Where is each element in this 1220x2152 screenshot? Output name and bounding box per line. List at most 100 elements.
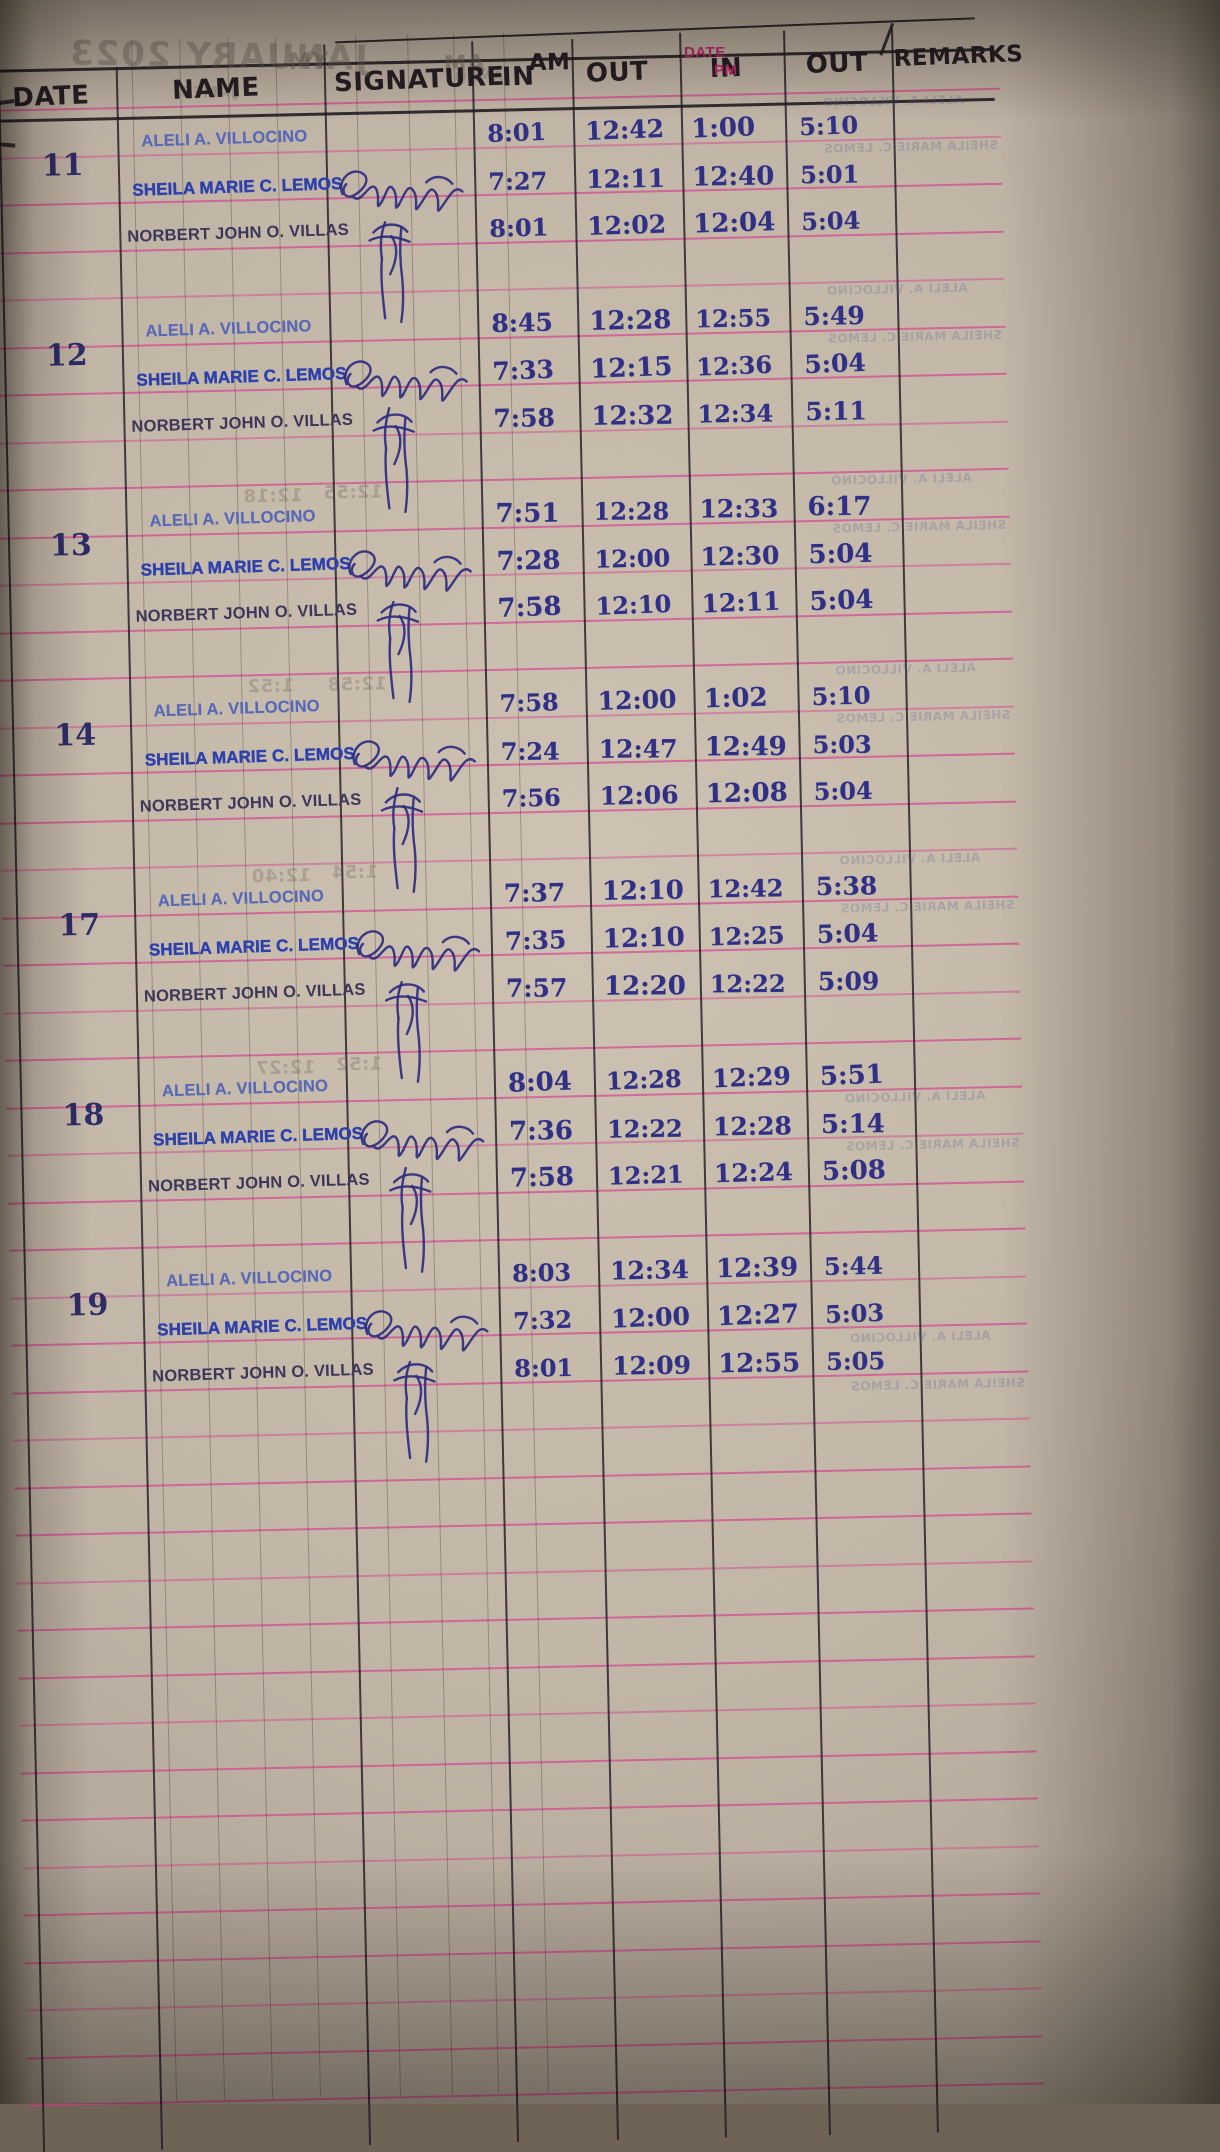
time-cell-am-in: 8:01 bbox=[487, 117, 547, 148]
showthrough-text: SHEILA MARIE C. LEMOS bbox=[850, 1376, 1025, 1394]
time-cell-pm-out: 5:51 bbox=[819, 1060, 884, 1092]
time-cell-am-in: 7:51 bbox=[495, 499, 559, 529]
time-cell-pm-in: 1:00 bbox=[691, 112, 756, 144]
time-cell-pm-in: 12:25 bbox=[708, 920, 784, 951]
showthrough-text: 1:52 bbox=[247, 675, 294, 697]
signature-villas bbox=[359, 592, 512, 725]
time-cell-am-in: 7:28 bbox=[496, 545, 561, 576]
time-cell-pm-in: 12:29 bbox=[711, 1061, 791, 1093]
ruled-line bbox=[19, 1655, 1035, 1679]
showthrough-text: ALELI A. VILLOCINO bbox=[822, 93, 963, 110]
time-cell-pm-in: 1:02 bbox=[703, 683, 768, 715]
time-cell-pm-out: 5:03 bbox=[824, 1297, 884, 1328]
time-cell-pm-out: 5:14 bbox=[821, 1109, 885, 1140]
ruled-line bbox=[27, 2035, 1043, 2059]
employee-name-cell: ALELI A. VILLOCINO bbox=[158, 887, 325, 911]
showthrough-text: 12:55 bbox=[323, 481, 383, 503]
signature-villas bbox=[372, 1162, 525, 1295]
time-cell-am-out: 12:34 bbox=[610, 1255, 689, 1286]
ruled-line bbox=[14, 1417, 1030, 1441]
time-cell-am-out: 12:42 bbox=[585, 114, 665, 146]
time-cell-pm-out: 5:44 bbox=[824, 1251, 884, 1281]
time-cell-am-in: 7:58 bbox=[493, 403, 555, 433]
employee-name-cell: ALELI A. VILLOCINO bbox=[145, 317, 312, 341]
showthrough-text: SHEILA MARIE C. LEMOS bbox=[840, 898, 1015, 916]
ruled-line bbox=[18, 1607, 1034, 1631]
employee-name-cell: ALELI A. VILLOCINO bbox=[153, 697, 320, 721]
time-cell-pm-out: 5:49 bbox=[803, 301, 865, 331]
employee-name-cell: NORBERT JOHN O. VILLAS bbox=[148, 1171, 370, 1197]
time-cell-pm-out: 5:05 bbox=[826, 1346, 885, 1376]
signature-villas bbox=[351, 212, 504, 345]
time-cell-pm-in: 12:34 bbox=[697, 398, 773, 428]
time-cell-pm-out: 5:04 bbox=[813, 776, 873, 806]
showthrough-text: SHEILA MARIE C. LEMOS bbox=[836, 708, 1011, 726]
time-cell-pm-out: 5:11 bbox=[805, 396, 867, 426]
time-cell-pm-in: 12:24 bbox=[714, 1157, 794, 1188]
ruled-line bbox=[16, 1512, 1032, 1536]
time-cell-am-in: 7:33 bbox=[492, 354, 554, 385]
time-cell-pm-in: 12:22 bbox=[710, 969, 786, 998]
time-cell-am-in: 7:58 bbox=[510, 1162, 575, 1194]
time-cell-am-out: 12:21 bbox=[608, 1159, 684, 1190]
time-cell-pm-out: 5:04 bbox=[816, 918, 878, 949]
annotation-pm: PM bbox=[714, 62, 738, 79]
employee-name-cell: NORBERT JOHN O. VILLAS bbox=[144, 981, 366, 1007]
am-pm-band-border bbox=[335, 17, 975, 43]
time-cell-pm-out: 5:04 bbox=[801, 205, 861, 236]
time-cell-am-out: 12:20 bbox=[604, 971, 686, 1002]
time-cell-pm-in: 12:55 bbox=[695, 303, 771, 334]
time-cell-am-in: 7:58 bbox=[499, 687, 559, 718]
signature-lemos bbox=[334, 347, 487, 480]
showthrough-text: SHEILA MARIE C. LEMOS bbox=[828, 328, 1003, 346]
printed-column-rule bbox=[407, 35, 453, 2095]
time-cell-am-in: 8:45 bbox=[491, 308, 553, 338]
column-header-date: DATE bbox=[12, 80, 90, 113]
time-cell-am-out: 12:00 bbox=[611, 1301, 691, 1333]
ruled-line bbox=[23, 1845, 1039, 1869]
time-cell-am-out: 12:06 bbox=[599, 780, 678, 811]
employee-name-cell: NORBERT JOHN O. VILLAS bbox=[131, 411, 353, 437]
time-cell-am-in: 7:58 bbox=[497, 592, 562, 624]
employee-name-cell: SHEILA MARIE C. LEMOS bbox=[144, 743, 355, 770]
time-cell-am-in: 7:24 bbox=[501, 736, 560, 765]
employee-name-cell: NORBERT JOHN O. VILLAS bbox=[152, 1360, 374, 1386]
time-cell-am-out: 12:00 bbox=[594, 543, 670, 574]
time-cell-pm-out: 5:38 bbox=[816, 871, 878, 901]
time-cell-am-out: 12:02 bbox=[587, 210, 667, 241]
signature-lemos bbox=[330, 157, 483, 290]
employee-name-cell: SHEILA MARIE C. LEMOS bbox=[132, 173, 343, 200]
time-cell-pm-out: 5:09 bbox=[818, 967, 880, 996]
ruled-line bbox=[25, 1940, 1041, 1964]
time-cell-pm-in: 12:55 bbox=[718, 1348, 800, 1379]
time-cell-pm-out: 5:08 bbox=[821, 1155, 886, 1187]
time-cell-am-out: 12:47 bbox=[599, 734, 678, 763]
time-cell-pm-out: 5:10 bbox=[799, 110, 859, 141]
ruled-line bbox=[21, 1750, 1037, 1774]
employee-name-cell: ALELI A. VILLOCINO bbox=[166, 1267, 333, 1291]
time-cell-pm-in: 12:04 bbox=[693, 207, 776, 239]
time-cell-am-in: 8:04 bbox=[507, 1066, 572, 1098]
time-cell-pm-in: 12:39 bbox=[716, 1253, 799, 1285]
ruled-line bbox=[15, 1465, 1031, 1489]
signature-lemos bbox=[346, 917, 499, 1050]
time-cell-am-in: 8:01 bbox=[514, 1353, 573, 1383]
time-cell-am-out: 12:11 bbox=[586, 163, 665, 193]
showthrough-text: 1:52 bbox=[335, 1054, 382, 1076]
time-cell-pm-out: 5:10 bbox=[811, 680, 871, 711]
date-cell: 19 bbox=[66, 1288, 109, 1324]
employee-name-cell: ALELI A. VILLOCINO bbox=[149, 507, 316, 531]
signature-lemos bbox=[350, 1106, 503, 1239]
margin-dash bbox=[0, 140, 15, 148]
showthrough-text: ALELI A. VILLOCINO bbox=[827, 281, 968, 298]
signature-lemos bbox=[338, 537, 491, 670]
time-cell-am-in: 7:36 bbox=[509, 1115, 573, 1146]
time-cell-am-out: 12:28 bbox=[589, 305, 672, 337]
signature-villas bbox=[355, 402, 508, 535]
column-header-am-out: OUT bbox=[585, 56, 649, 88]
employee-name-cell: NORBERT JOHN O. VILLAS bbox=[127, 221, 349, 247]
date-cell: 13 bbox=[50, 528, 93, 564]
employee-name-cell: SHEILA MARIE C. LEMOS bbox=[153, 1123, 364, 1150]
